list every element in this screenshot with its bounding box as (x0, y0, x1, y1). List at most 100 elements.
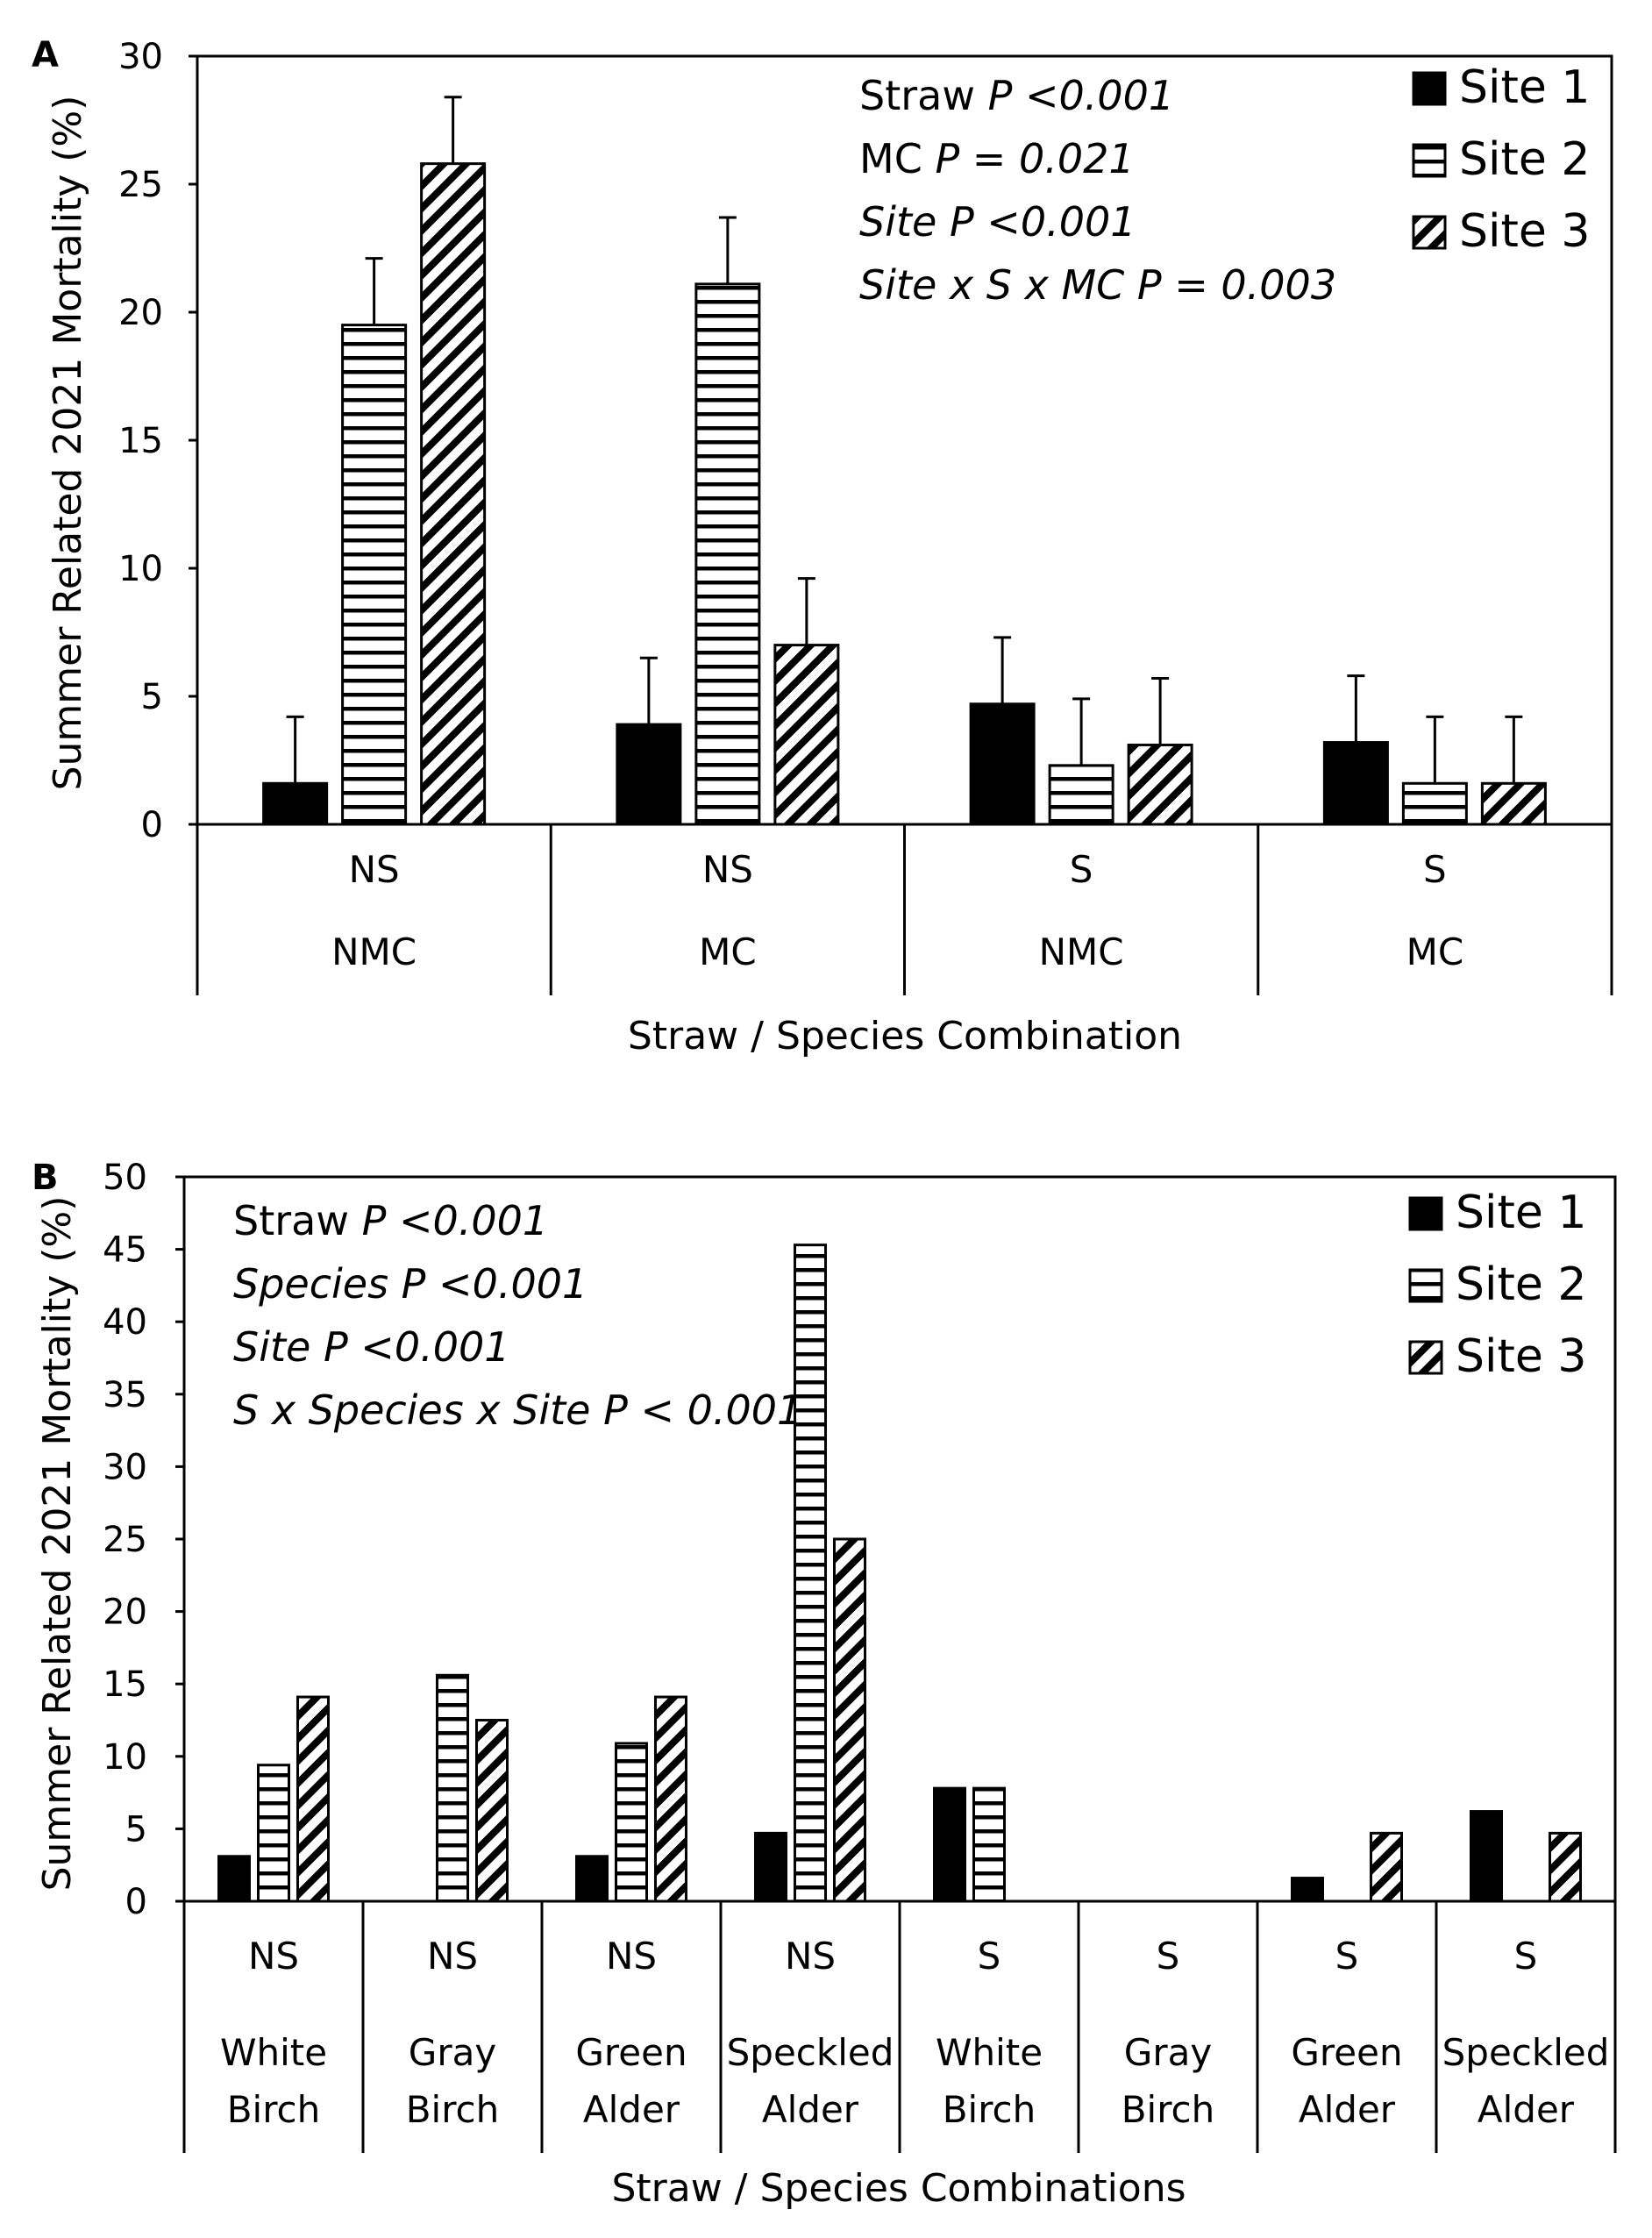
category-species-label: Alder (1478, 2088, 1575, 2131)
x-axis-title: Straw / Species Combinations (611, 2166, 1186, 2211)
panel-letter-a: A (32, 35, 59, 75)
category-straw-label: NS (702, 848, 753, 891)
bar-site-3 (420, 162, 487, 826)
category-species-label: Green (1291, 2031, 1402, 2074)
stat-annotation: Site x S x MC P = 0.003 (859, 261, 1336, 309)
bar-site-1 (575, 1855, 609, 1903)
category-species-label: Alder (762, 2088, 859, 2131)
category-species-label: MC (1406, 930, 1464, 973)
legend-swatch (1412, 143, 1447, 178)
bars (262, 162, 1547, 826)
y-tick-label: 0 (141, 805, 163, 845)
legend-label: Site 2 (1459, 133, 1590, 186)
bar-site-2 (1048, 764, 1114, 826)
category-species-label: Birch (943, 2088, 1036, 2131)
bar-site-2 (972, 1786, 1006, 1903)
category-straw-label: S (1157, 1935, 1180, 1978)
y-tick-label: 5 (141, 677, 163, 717)
y-tick-label: 20 (118, 293, 163, 333)
y-tick-label: 5 (125, 1809, 147, 1850)
category-species-label: Gray (1124, 2031, 1212, 2074)
category-species-label: Green (575, 2031, 687, 2074)
stat-annotation: Species P <0.001 (233, 1260, 587, 1308)
bar-site-1 (616, 723, 682, 826)
y-tick-label: 30 (118, 37, 163, 77)
category-species-label: Birch (227, 2088, 321, 2131)
y-tick-label: 45 (103, 1230, 147, 1271)
y-tick-label: 10 (118, 549, 163, 589)
bar-site-1 (933, 1786, 966, 1903)
category-species-label: NMC (331, 930, 417, 973)
category-straw-label: S (1335, 1935, 1359, 1978)
category-species-label: Birch (1122, 2088, 1215, 2131)
panel-b: B Summer Related 2021 Mortality (%) Stra… (32, 1158, 1617, 2211)
axes-frame (182, 1175, 1617, 2153)
bar-site-1 (217, 1855, 251, 1903)
bar-site-3 (1549, 1831, 1582, 1903)
bar-site-3 (475, 1719, 509, 1903)
y-axis-title: Summer Related 2021 Mortality (%) (46, 96, 90, 791)
y-tick-label: 35 (103, 1375, 147, 1415)
category-species-label: MC (699, 930, 757, 973)
y-tick-label: 40 (103, 1302, 147, 1343)
legend-swatch (1408, 1340, 1443, 1375)
category-species-label: White (220, 2031, 327, 2074)
panel-a: A Summer Related 2021 Mortality (%) Stra… (32, 35, 1613, 1058)
bar-site-2 (694, 282, 761, 826)
category-straw-label: NS (606, 1935, 657, 1978)
legend-label: Site 2 (1456, 1258, 1586, 1311)
legend: Site 1 Site 2 Site 3 (1408, 1187, 1586, 1383)
panel-letter-b: B (32, 1158, 59, 1198)
y-tick-label: 25 (118, 165, 163, 205)
category-labels: NS NMC NS MC S NMC S MC (331, 848, 1463, 973)
y-tick-label: 20 (103, 1593, 147, 1633)
legend-swatch (1412, 215, 1447, 250)
category-straw-label: NS (785, 1935, 836, 1978)
category-species-label: Speckled (1442, 2031, 1610, 2074)
bar-site-3 (1480, 781, 1547, 826)
bar-site-2 (341, 324, 408, 826)
stats-annotations: Straw P <0.001 Species P <0.001 Site P <0.… (233, 1197, 802, 1434)
legend-swatch (1412, 71, 1447, 106)
y-tick-label: 25 (103, 1520, 147, 1560)
category-straw-label: NS (427, 1935, 478, 1978)
stat-annotation: S x Species x Site P < 0.001 (233, 1386, 802, 1434)
y-tick-label: 10 (103, 1737, 147, 1778)
bar-site-1 (1322, 741, 1389, 826)
bar-site-1 (1291, 1877, 1324, 1903)
stat-annotation: Straw P <0.001 (859, 72, 1174, 119)
category-species-label: Alder (583, 2088, 680, 2131)
bar-site-1 (969, 702, 1036, 826)
category-straw-label: NS (248, 1935, 299, 1978)
category-straw-label: NS (349, 848, 400, 891)
bar-site-2 (257, 1764, 290, 1903)
legend-label: Site 3 (1459, 205, 1590, 258)
legend-label: Site 1 (1459, 61, 1590, 114)
legend: Site 1 Site 2 Site 3 (1412, 61, 1590, 258)
legend-swatch (1408, 1268, 1443, 1303)
y-tick-label: 50 (103, 1158, 147, 1198)
x-axis-title: Straw / Species Combination (628, 1014, 1182, 1058)
category-species-label: Birch (406, 2088, 500, 2131)
category-labels: NS White Birch NS Gray Birch NS Green Alder NS Spe… (220, 1935, 1609, 2131)
legend-swatch (1408, 1196, 1443, 1231)
bar-site-3 (1127, 743, 1193, 826)
legend-label: Site 3 (1456, 1330, 1586, 1383)
bar-site-2 (794, 1244, 827, 1903)
y-ticks: 0 5 10 15 20 25 30 (118, 37, 197, 845)
stat-annotation: MC P = 0.021 (859, 135, 1135, 182)
error-bars (286, 96, 1523, 784)
category-species-label: Speckled (727, 2031, 894, 2074)
category-species-label: NMC (1039, 930, 1124, 973)
y-tick-label: 0 (125, 1882, 147, 1922)
y-tick-label: 30 (103, 1447, 147, 1487)
stat-annotation: Straw P <0.001 (233, 1197, 548, 1244)
legend-label: Site 1 (1456, 1187, 1586, 1239)
y-axis-title: Summer Related 2021 Mortality (%) (35, 1196, 80, 1892)
y-ticks: 0 5 10 15 20 25 30 35 40 45 50 (103, 1158, 184, 1922)
stat-annotation: Site P <0.001 (859, 198, 1136, 246)
bar-site-3 (773, 644, 840, 826)
stats-annotations: Straw P <0.001 MC P = 0.021 Site P <0.001 S… (859, 72, 1336, 309)
bar-site-3 (296, 1695, 330, 1903)
category-species-label: Gray (409, 2031, 496, 2074)
